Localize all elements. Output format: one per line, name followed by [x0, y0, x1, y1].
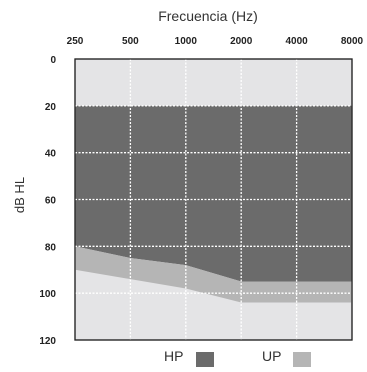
y-tick-labels: 0 20 40 60 80 100 120: [39, 55, 56, 347]
y-tick-label: 80: [45, 242, 57, 253]
legend-swatch-hp: [196, 352, 214, 367]
chart-title: Frecuencia (Hz): [158, 8, 258, 24]
legend-label-hp: HP: [164, 348, 183, 364]
band-hp: [75, 105, 352, 282]
legend-label-up: UP: [262, 348, 281, 364]
y-tick-label: 120: [39, 336, 56, 347]
y-tick-label: 20: [45, 102, 57, 113]
x-tick-label: 500: [122, 36, 139, 47]
y-tick-label: 0: [50, 55, 56, 66]
plot-frame: [74, 58, 353, 341]
band-up: [75, 246, 352, 303]
x-tick-label: 4000: [285, 36, 308, 47]
legend: HP UP: [164, 348, 311, 367]
x-tick-label: 2000: [230, 36, 253, 47]
x-tick-label: 1000: [175, 36, 198, 47]
y-tick-label: 100: [39, 289, 56, 300]
y-tick-label: 60: [45, 196, 57, 207]
x-tick-label: 250: [67, 36, 84, 47]
x-tick-labels: 250 500 1000 2000 4000 8000: [67, 36, 364, 47]
legend-swatch-up: [293, 352, 311, 367]
x-tick-label: 8000: [341, 36, 364, 47]
y-axis-label: dB HL: [12, 177, 27, 213]
y-tick-label: 40: [45, 149, 57, 160]
plot-area: [74, 58, 353, 341]
